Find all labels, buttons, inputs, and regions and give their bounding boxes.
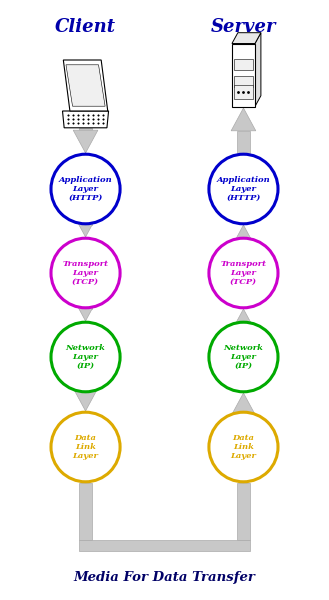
FancyBboxPatch shape: [234, 59, 253, 70]
Polygon shape: [231, 393, 256, 416]
Text: Network
Layer
(IP): Network Layer (IP): [223, 344, 264, 370]
Polygon shape: [79, 483, 92, 540]
Ellipse shape: [209, 154, 278, 224]
Text: Media For Data Transfer: Media For Data Transfer: [74, 571, 255, 584]
Text: Data
Link
Layer: Data Link Layer: [73, 434, 98, 460]
Text: Data
Link
Layer: Data Link Layer: [231, 434, 256, 460]
Polygon shape: [73, 214, 98, 237]
Text: Application
Layer
(HTTP): Application Layer (HTTP): [216, 176, 270, 202]
Polygon shape: [231, 108, 256, 131]
Polygon shape: [237, 483, 250, 540]
Polygon shape: [79, 540, 250, 551]
Polygon shape: [232, 32, 261, 43]
FancyBboxPatch shape: [234, 76, 253, 87]
Text: Transport
Layer
(TCP): Transport Layer (TCP): [220, 260, 266, 286]
Polygon shape: [79, 298, 92, 309]
Polygon shape: [237, 131, 250, 153]
Polygon shape: [73, 298, 98, 321]
Polygon shape: [255, 32, 261, 107]
Text: Client: Client: [55, 18, 116, 36]
Text: Application
Layer
(HTTP): Application Layer (HTTP): [59, 176, 113, 202]
Polygon shape: [237, 321, 250, 332]
Polygon shape: [63, 111, 109, 128]
Polygon shape: [73, 388, 98, 411]
Polygon shape: [79, 214, 92, 225]
Polygon shape: [237, 411, 250, 416]
Polygon shape: [231, 225, 256, 248]
Polygon shape: [79, 388, 92, 393]
Text: Network
Layer
(IP): Network Layer (IP): [65, 344, 106, 370]
FancyBboxPatch shape: [232, 43, 255, 107]
Ellipse shape: [51, 322, 120, 392]
Text: Server: Server: [211, 18, 276, 36]
Polygon shape: [237, 237, 250, 248]
Polygon shape: [73, 130, 98, 153]
Polygon shape: [66, 65, 105, 106]
Polygon shape: [231, 309, 256, 332]
Polygon shape: [63, 60, 108, 111]
Ellipse shape: [51, 238, 120, 308]
Polygon shape: [79, 128, 92, 130]
Ellipse shape: [51, 154, 120, 224]
Text: Transport
Layer
(TCP): Transport Layer (TCP): [63, 260, 109, 286]
FancyBboxPatch shape: [234, 85, 253, 99]
Ellipse shape: [209, 412, 278, 482]
Ellipse shape: [209, 322, 278, 392]
Ellipse shape: [51, 412, 120, 482]
Ellipse shape: [209, 238, 278, 308]
